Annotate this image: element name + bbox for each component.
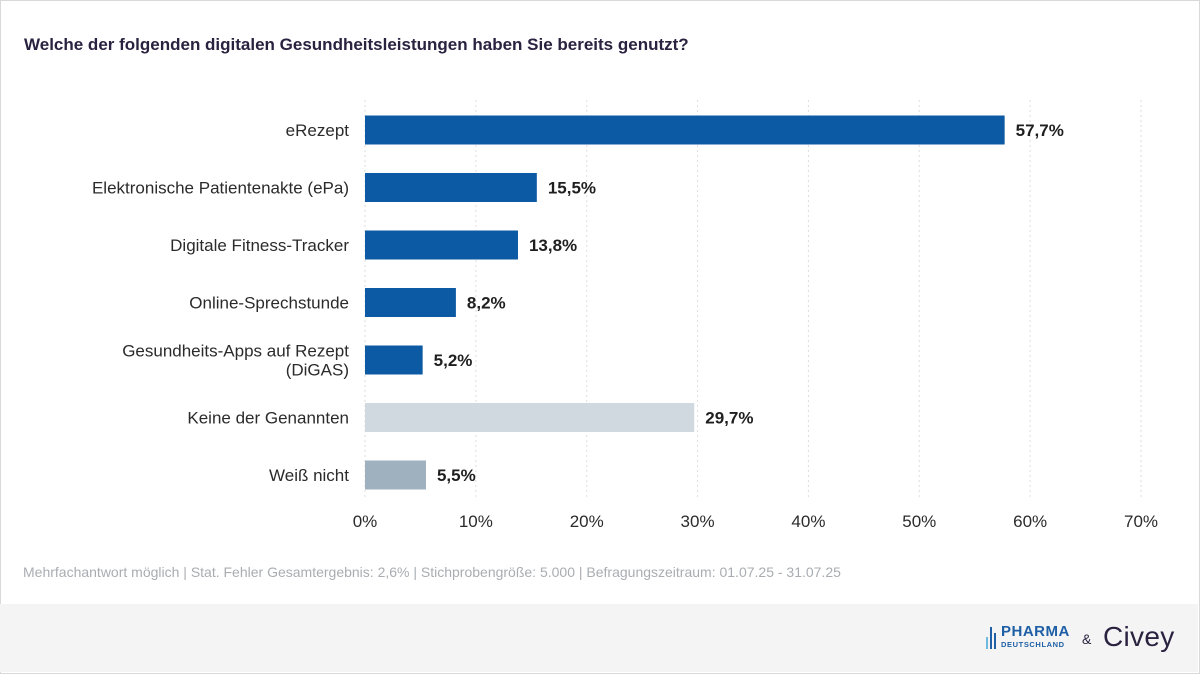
bar (365, 288, 456, 317)
value-label: 5,5% (437, 466, 476, 485)
value-label: 13,8% (529, 236, 577, 255)
value-label: 57,7% (1016, 121, 1064, 140)
civey-logo: Civey (1103, 621, 1175, 652)
value-label: 15,5% (548, 179, 596, 198)
category-label: Online-Sprechstunde (189, 294, 349, 313)
x-tick-label: 30% (681, 512, 715, 531)
category-label: Digitale Fitness-Tracker (170, 236, 349, 255)
bar (365, 460, 426, 490)
footer-bar (0, 604, 1198, 672)
x-tick-label: 40% (791, 512, 825, 531)
bar (365, 173, 537, 202)
value-label: 5,2% (434, 351, 473, 370)
pharma-logo-main-text: PHARMA (1001, 623, 1070, 640)
value-label: 8,2% (467, 294, 506, 313)
category-label: eRezept (286, 121, 350, 140)
bar (365, 115, 1005, 145)
category-label: Keine der Genannten (187, 409, 349, 428)
category-label: Weiß nicht (269, 466, 349, 485)
pharma-logo-sub-text: DEUTSCHLAND (1001, 640, 1065, 649)
bar (365, 230, 518, 260)
x-tick-label: 70% (1124, 512, 1158, 531)
pharma-bars-icon (986, 627, 998, 649)
chart-footnote: Mehrfachantwort möglich | Stat. Fehler G… (23, 564, 841, 580)
value-label: 29,7% (705, 409, 753, 428)
chart-title: Welche der folgenden digitalen Gesundhei… (24, 35, 689, 54)
x-tick-label: 50% (902, 512, 936, 531)
category-label: Gesundheits-Apps auf Rezept (122, 342, 349, 361)
category-label: Elektronische Patientenakte (ePa) (92, 179, 349, 198)
x-tick-label: 10% (459, 512, 493, 531)
x-tick-label: 0% (353, 512, 378, 531)
x-tick-label: 60% (1013, 512, 1047, 531)
bar (365, 403, 695, 432)
logo-ampersand: & (1082, 631, 1092, 647)
category-label: (DiGAS) (286, 361, 349, 380)
bar-chart: eRezept 57,7% Elektronische Patientenakte … (92, 100, 1158, 531)
bar (365, 345, 423, 375)
x-tick-label: 20% (570, 512, 604, 531)
